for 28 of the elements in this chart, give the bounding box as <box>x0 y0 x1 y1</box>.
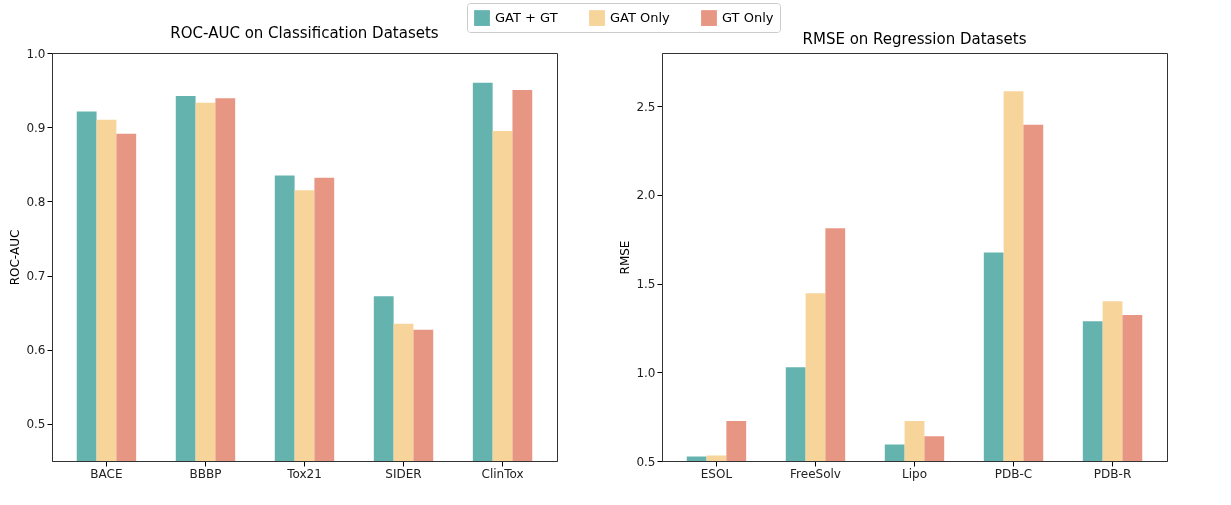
y-tick-label: 2.0 <box>636 188 656 203</box>
x-tick-label: Tox21 <box>286 466 322 481</box>
y-tick-label: 2.5 <box>636 99 656 114</box>
y-tick-label: 0.7 <box>26 269 46 284</box>
y-axis-title: RMSE <box>618 240 633 275</box>
y-tick-label: 0.9 <box>26 120 46 135</box>
x-tick-label: BACE <box>90 466 123 481</box>
x-tick-label: PDB-C <box>994 466 1033 481</box>
legend-label: GAT + GT <box>495 10 558 26</box>
x-tick-label: FreeSolv <box>790 466 841 481</box>
x-tick-label: Lipo <box>902 466 927 481</box>
x-tick-label: SIDER <box>385 466 422 481</box>
x-tick-label: ESOL <box>700 466 733 481</box>
y-tick-label: 0.6 <box>26 343 46 358</box>
y-tick-label: 1.0 <box>636 365 656 380</box>
y-tick-label: 0.8 <box>26 194 46 209</box>
y-axis-title: ROC-AUC <box>8 229 23 286</box>
legend-label: GT Only <box>722 10 774 26</box>
x-tick-label: BBBP <box>189 466 222 481</box>
y-tick-label: 1.5 <box>636 277 656 292</box>
legend-label: GAT Only <box>610 10 671 26</box>
chart-title: RMSE on Regression Datasets <box>802 30 1027 48</box>
chart-title: ROC-AUC on Classification Datasets <box>170 24 439 42</box>
x-tick-label: ClinTox <box>481 466 524 481</box>
y-tick-label: 0.5 <box>636 454 656 469</box>
y-tick-label: 0.5 <box>26 417 46 432</box>
x-tick-label: PDB-R <box>1093 466 1132 481</box>
y-tick-label: 1.0 <box>26 46 46 61</box>
